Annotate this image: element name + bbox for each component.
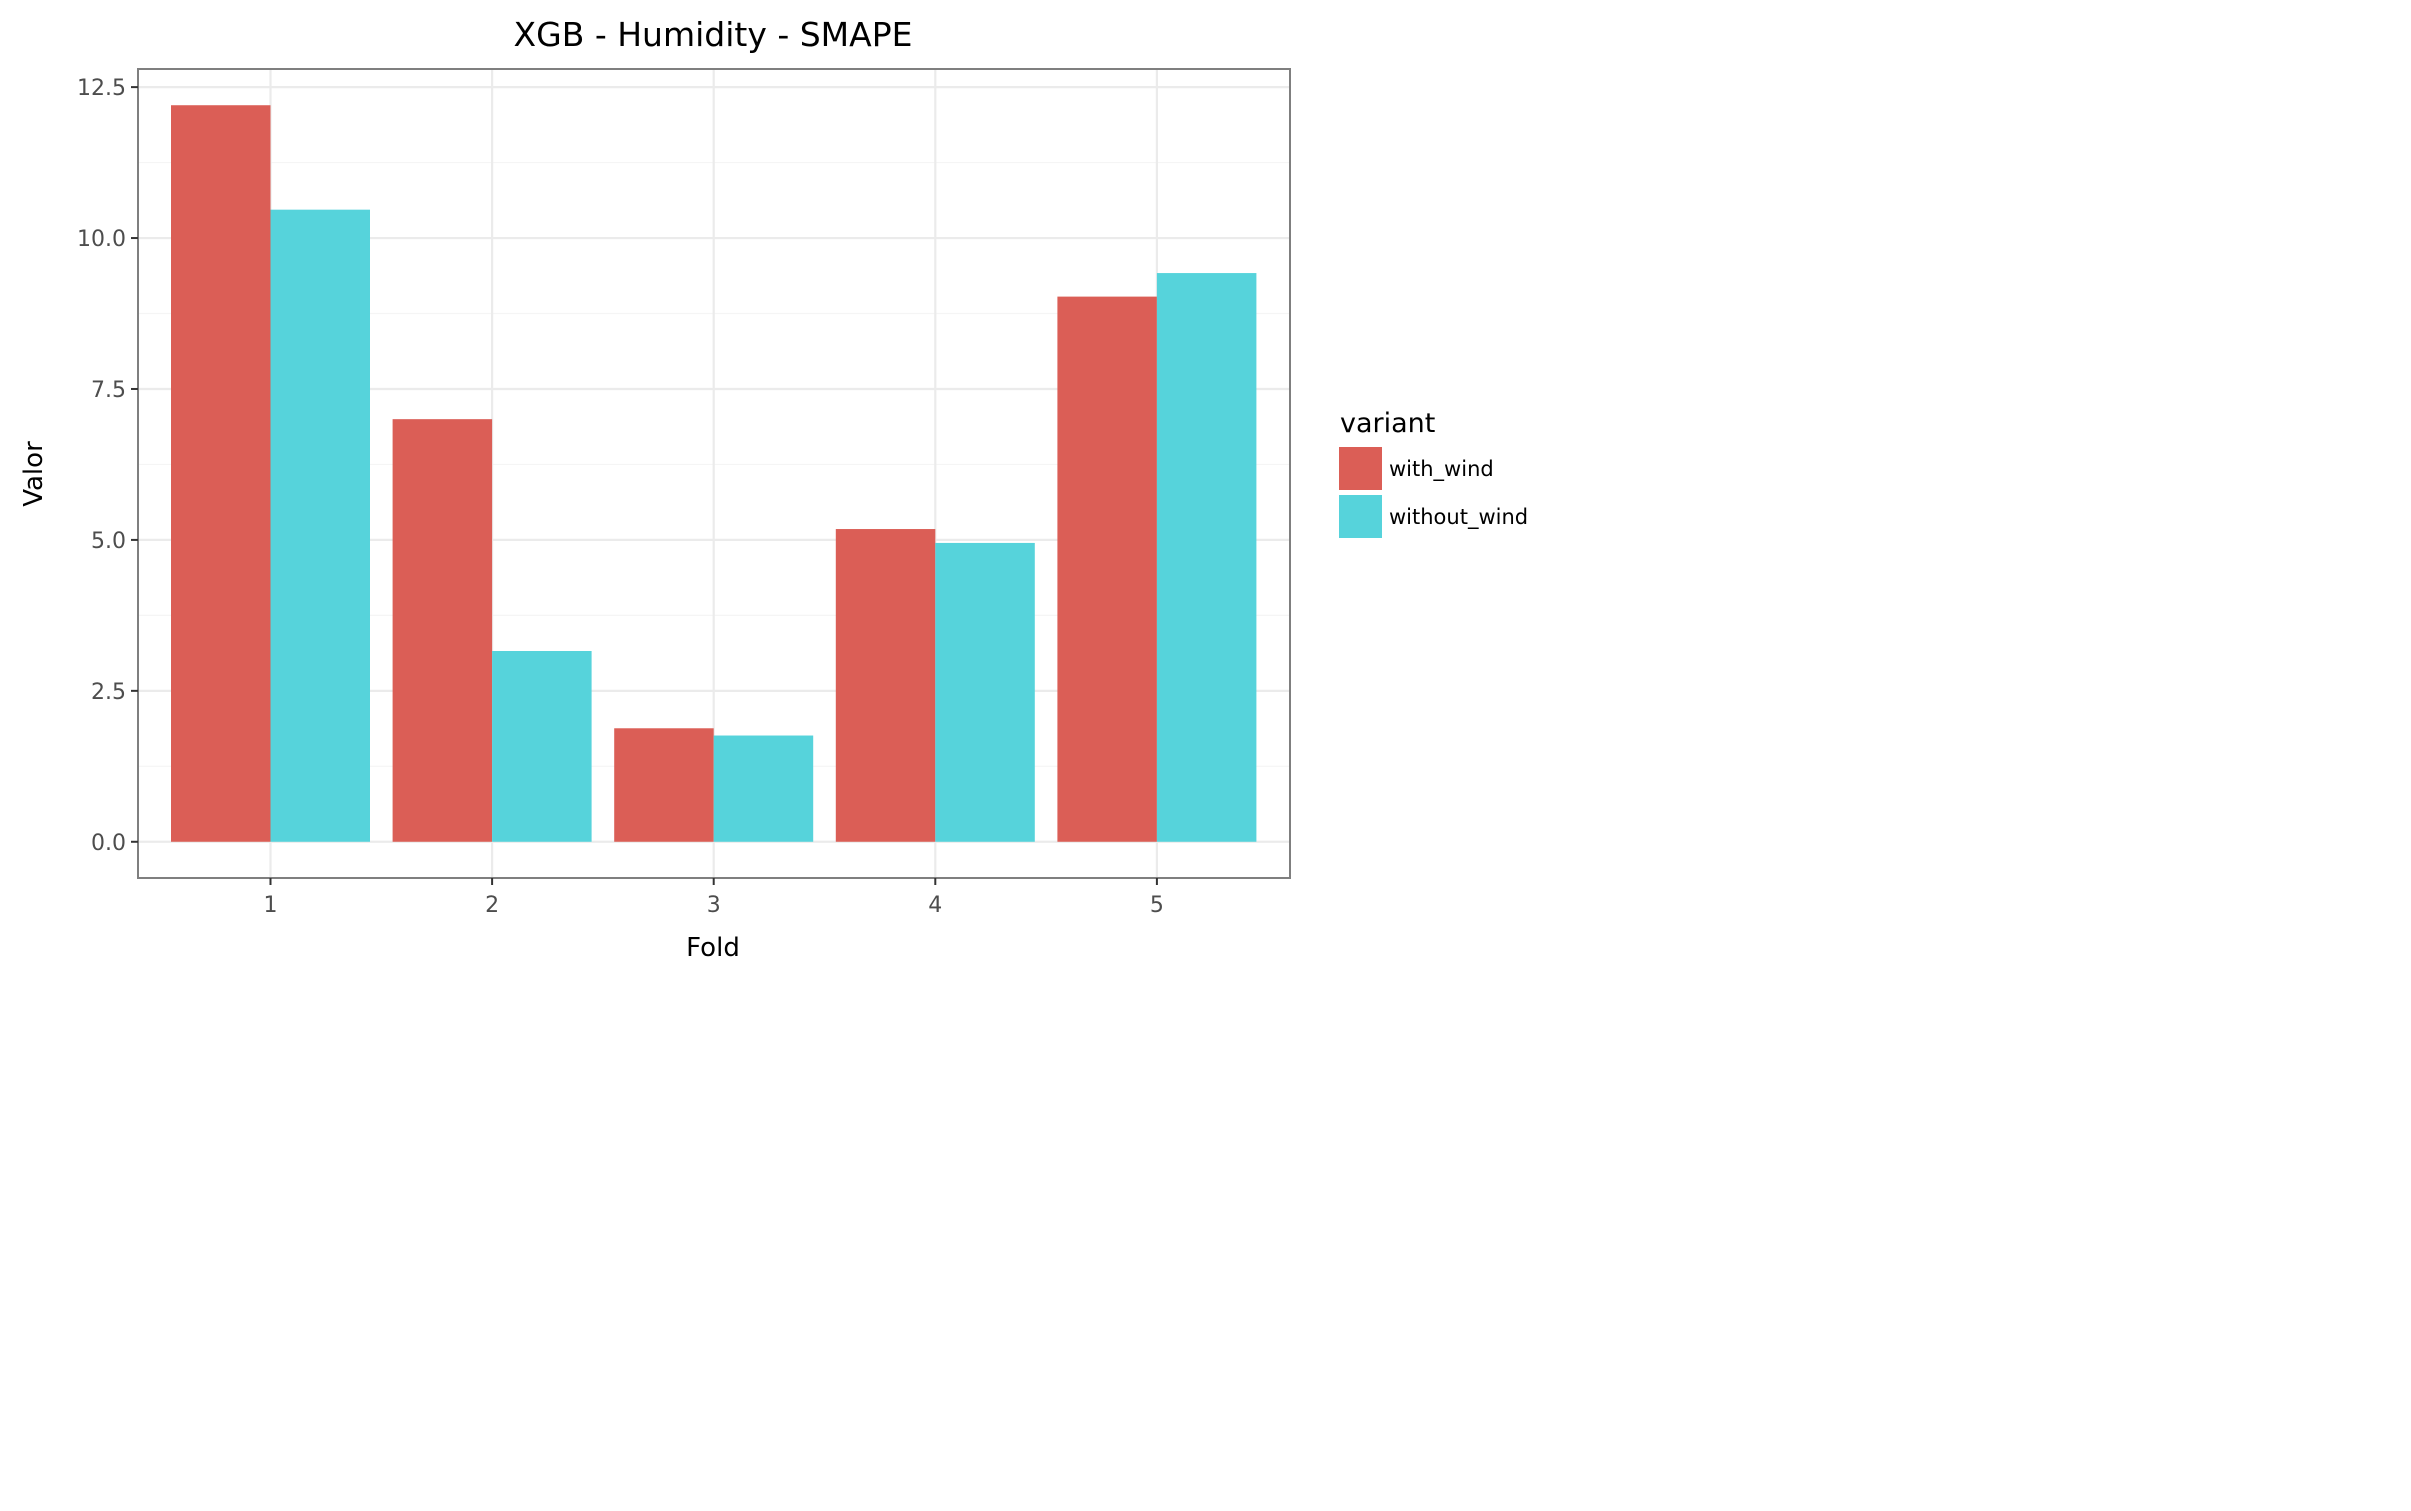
x-tick-label: 5 bbox=[1150, 893, 1164, 918]
legend-label: with_wind bbox=[1389, 457, 1494, 482]
chart-container: XGB - Humidity - SMAPE 0.0 2.5 5.0 7.5 10.0 1… bbox=[0, 0, 1568, 983]
x-tick-label: 2 bbox=[485, 893, 499, 918]
legend: variant with_wind without_wind bbox=[1339, 408, 1528, 538]
y-tick-label: 10.0 bbox=[77, 227, 126, 252]
x-tick-label: 1 bbox=[264, 893, 278, 918]
y-tick-label: 2.5 bbox=[91, 680, 126, 705]
bar-with_wind-fold-5 bbox=[1057, 296, 1157, 842]
x-axis-title: Fold bbox=[686, 933, 740, 963]
bars bbox=[171, 105, 1257, 842]
legend-title: variant bbox=[1340, 408, 1435, 439]
bar-without_wind-fold-2 bbox=[492, 650, 592, 842]
x-axis: 1 2 3 4 5 bbox=[264, 878, 1164, 918]
y-tick-label: 7.5 bbox=[91, 378, 126, 403]
chart-title: XGB - Humidity - SMAPE bbox=[514, 15, 913, 54]
legend-key-with_wind bbox=[1339, 447, 1382, 490]
y-tick-label: 12.5 bbox=[77, 76, 126, 101]
bar-with_wind-fold-4 bbox=[835, 529, 936, 842]
x-tick-label: 3 bbox=[707, 893, 721, 918]
y-tick-label: 5.0 bbox=[91, 529, 126, 554]
y-axis: 0.0 2.5 5.0 7.5 10.0 12.5 bbox=[77, 76, 138, 856]
bar-without_wind-fold-1 bbox=[270, 209, 370, 842]
bar-without_wind-fold-4 bbox=[935, 542, 1035, 842]
bar-without_wind-fold-3 bbox=[713, 735, 814, 842]
bar-without_wind-fold-5 bbox=[1156, 273, 1257, 842]
y-tick-label: 0.0 bbox=[91, 831, 126, 856]
bar-with_wind-fold-1 bbox=[171, 105, 271, 842]
bar-chart: XGB - Humidity - SMAPE 0.0 2.5 5.0 7.5 10.0 1… bbox=[19, 15, 1528, 963]
bar-with_wind-fold-2 bbox=[392, 419, 493, 842]
legend-label: without_wind bbox=[1389, 505, 1528, 530]
bar-with_wind-fold-3 bbox=[614, 728, 714, 842]
y-axis-title: Valor bbox=[19, 441, 49, 507]
legend-key-without_wind bbox=[1339, 495, 1382, 538]
x-tick-label: 4 bbox=[928, 893, 942, 918]
